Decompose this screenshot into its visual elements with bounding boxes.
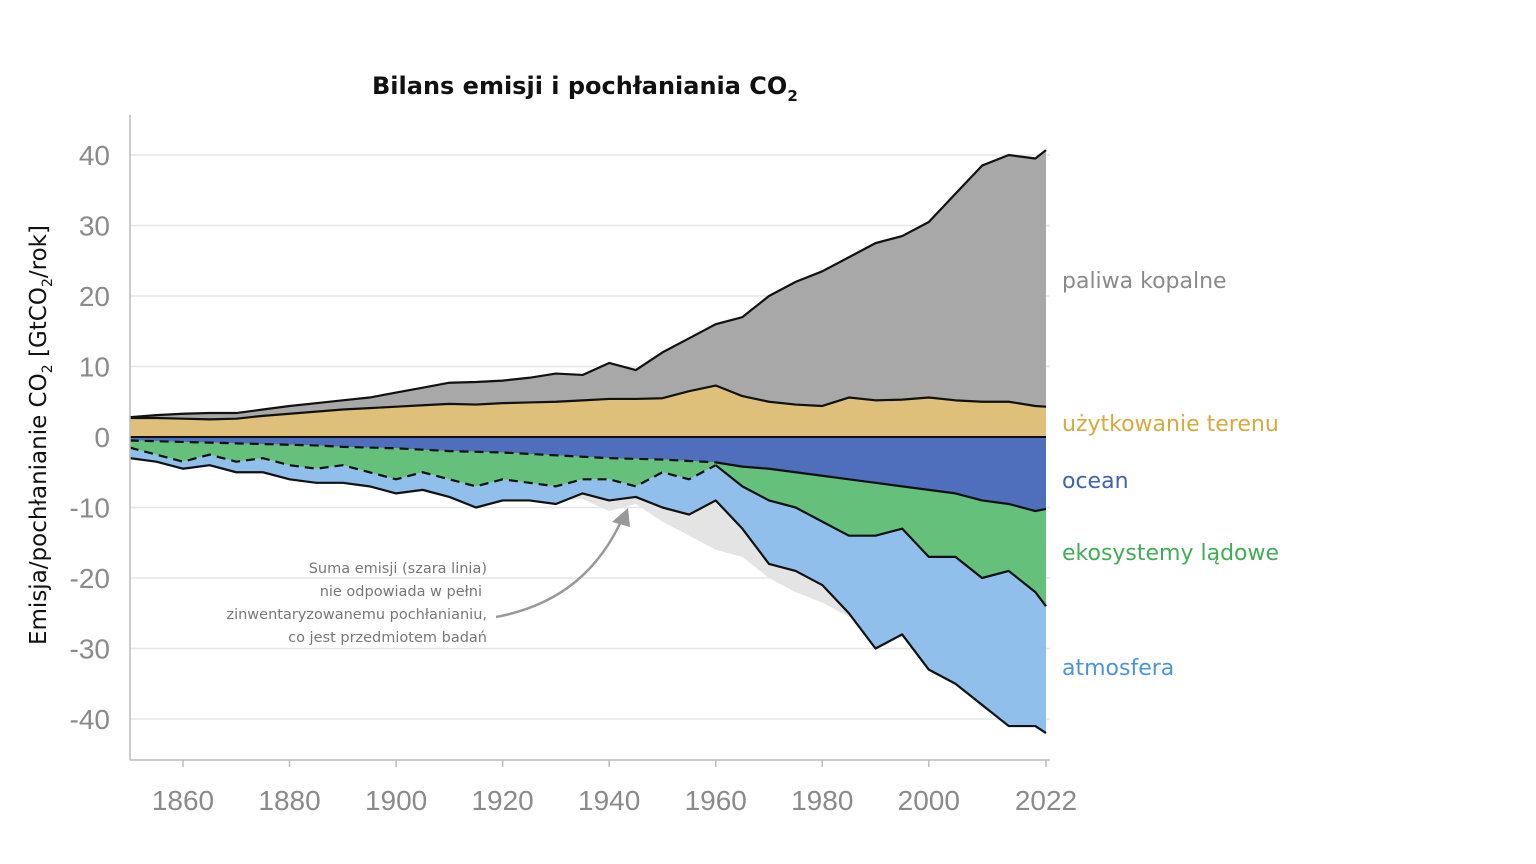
y-tick-label: -20 (70, 563, 110, 594)
arrow-head-icon (612, 508, 630, 527)
ocean-area (129, 437, 1046, 512)
fossil-fuels-area (129, 150, 1046, 420)
boundary-lines (129, 149, 1047, 735)
label-land-ecosystems: ekosystemy lądowe (1062, 541, 1279, 566)
y-tick-label: 0 (94, 422, 110, 453)
land-use-top-line (129, 384, 1047, 421)
x-tick-label: 1860 (152, 785, 214, 816)
x-tick-label: 1940 (578, 785, 640, 816)
gridlines (130, 154, 1050, 720)
label-fossil-fuels: paliwa kopalne (1062, 269, 1227, 294)
y-tick-label: 40 (79, 140, 110, 171)
total-emissions-line (129, 149, 1047, 419)
stacked-areas (129, 150, 1046, 734)
land-ecosystems-area (129, 440, 1046, 607)
annotation-line: co jest przedmiotem badań (288, 630, 487, 646)
y-tick-label: -30 (70, 634, 110, 665)
chart-title: Bilans emisji i pochłaniania CO2 (372, 72, 798, 105)
label-atmosphere: atmosfera (1062, 656, 1174, 681)
ocean-sink-line (129, 439, 716, 464)
y-axis-label: Emisja/pochłanianie CO2 [GtCO2/rok] (26, 225, 56, 645)
y-tick-label: 30 (79, 211, 110, 242)
ocean-sink-line (715, 461, 1047, 513)
tick-labels: 40 30 20 10 0 -10 -20 -30 -40 1860 1880 1900 1920 194… (70, 140, 1078, 816)
y-tick-label: -10 (70, 493, 110, 524)
y-tick-label: 10 (79, 352, 110, 383)
y-tick-label: -40 (70, 704, 110, 735)
land-use-area (129, 385, 1046, 437)
x-tick-label: 2000 (898, 785, 960, 816)
label-ocean: ocean (1062, 469, 1129, 494)
label-land-use: użytkowanie terenu (1062, 412, 1279, 437)
x-tick-label: 1900 (365, 785, 427, 816)
x-tick-label: 1880 (258, 785, 320, 816)
annotation-line: Suma emisji (szara linia) (309, 561, 487, 577)
x-tick-label: 1960 (685, 785, 747, 816)
annotation-arrow (495, 514, 626, 619)
annotation: Suma emisji (szara linia) nie odpowiada … (226, 508, 630, 646)
y-tick-label: 20 (79, 281, 110, 312)
x-tick-label: 1920 (471, 785, 533, 816)
atmosphere-line (129, 457, 1047, 735)
annotation-line: nie odpowiada w pełni (320, 584, 482, 600)
land-sink-line (129, 446, 717, 488)
x-tick-label: 1980 (791, 785, 853, 816)
x-tick-label: 2022 (1015, 785, 1077, 816)
annotation-line: zinwentaryzowanemu pochłanianiu, (226, 607, 487, 623)
land-sink-line (715, 464, 1047, 607)
